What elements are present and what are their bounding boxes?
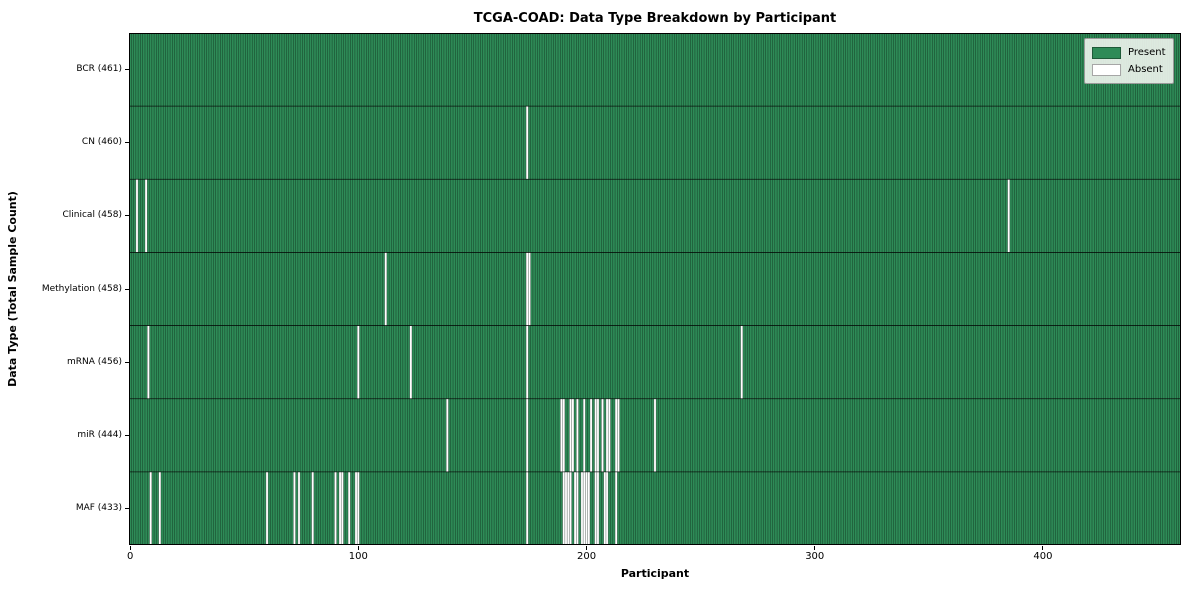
x-tick-label: 300: [805, 551, 825, 562]
y-tick-mark: [125, 361, 129, 363]
y-tick-label: Clinical (458): [62, 210, 122, 221]
y-tick-mark: [125, 142, 129, 144]
y-tick-mark: [125, 69, 129, 71]
present-swatch: [1092, 46, 1121, 59]
y-tick-mark: [125, 288, 129, 290]
x-tick-mark: [814, 546, 816, 550]
y-tick-label: CN (460): [81, 137, 122, 148]
y-tick-mark: [125, 215, 129, 217]
y-tick-mark: [125, 434, 129, 436]
x-tick-mark: [1042, 546, 1044, 550]
legend-item-present: Present: [1092, 44, 1166, 61]
y-tick-label: mRNA (456): [67, 356, 122, 367]
y-tick-label: miR (444): [77, 429, 122, 440]
absent-swatch: [1092, 63, 1121, 76]
heatmap-canvas: [129, 33, 1181, 545]
y-tick-label: BCR (461): [76, 64, 122, 75]
y-tick-label: MAF (433): [75, 502, 122, 513]
x-tick-mark: [357, 546, 359, 550]
legend-item-absent: Absent: [1092, 61, 1166, 78]
y-tick-mark: [125, 507, 129, 509]
x-tick-mark: [129, 546, 131, 550]
legend: Present Absent: [1084, 38, 1174, 84]
x-tick-mark: [586, 546, 588, 550]
legend-label-present: Present: [1128, 46, 1166, 58]
x-axis-label: Participant: [620, 567, 690, 580]
x-tick-label: 400: [1033, 551, 1053, 562]
y-tick-label: Methylation (458): [41, 283, 122, 294]
x-tick-label: 100: [348, 551, 368, 562]
legend-label-absent: Absent: [1128, 63, 1163, 75]
chart-title: TCGA-COAD: Data Type Breakdown by Partic…: [473, 11, 837, 26]
x-tick-label: 200: [576, 551, 597, 562]
x-tick-label: 0: [126, 551, 134, 562]
